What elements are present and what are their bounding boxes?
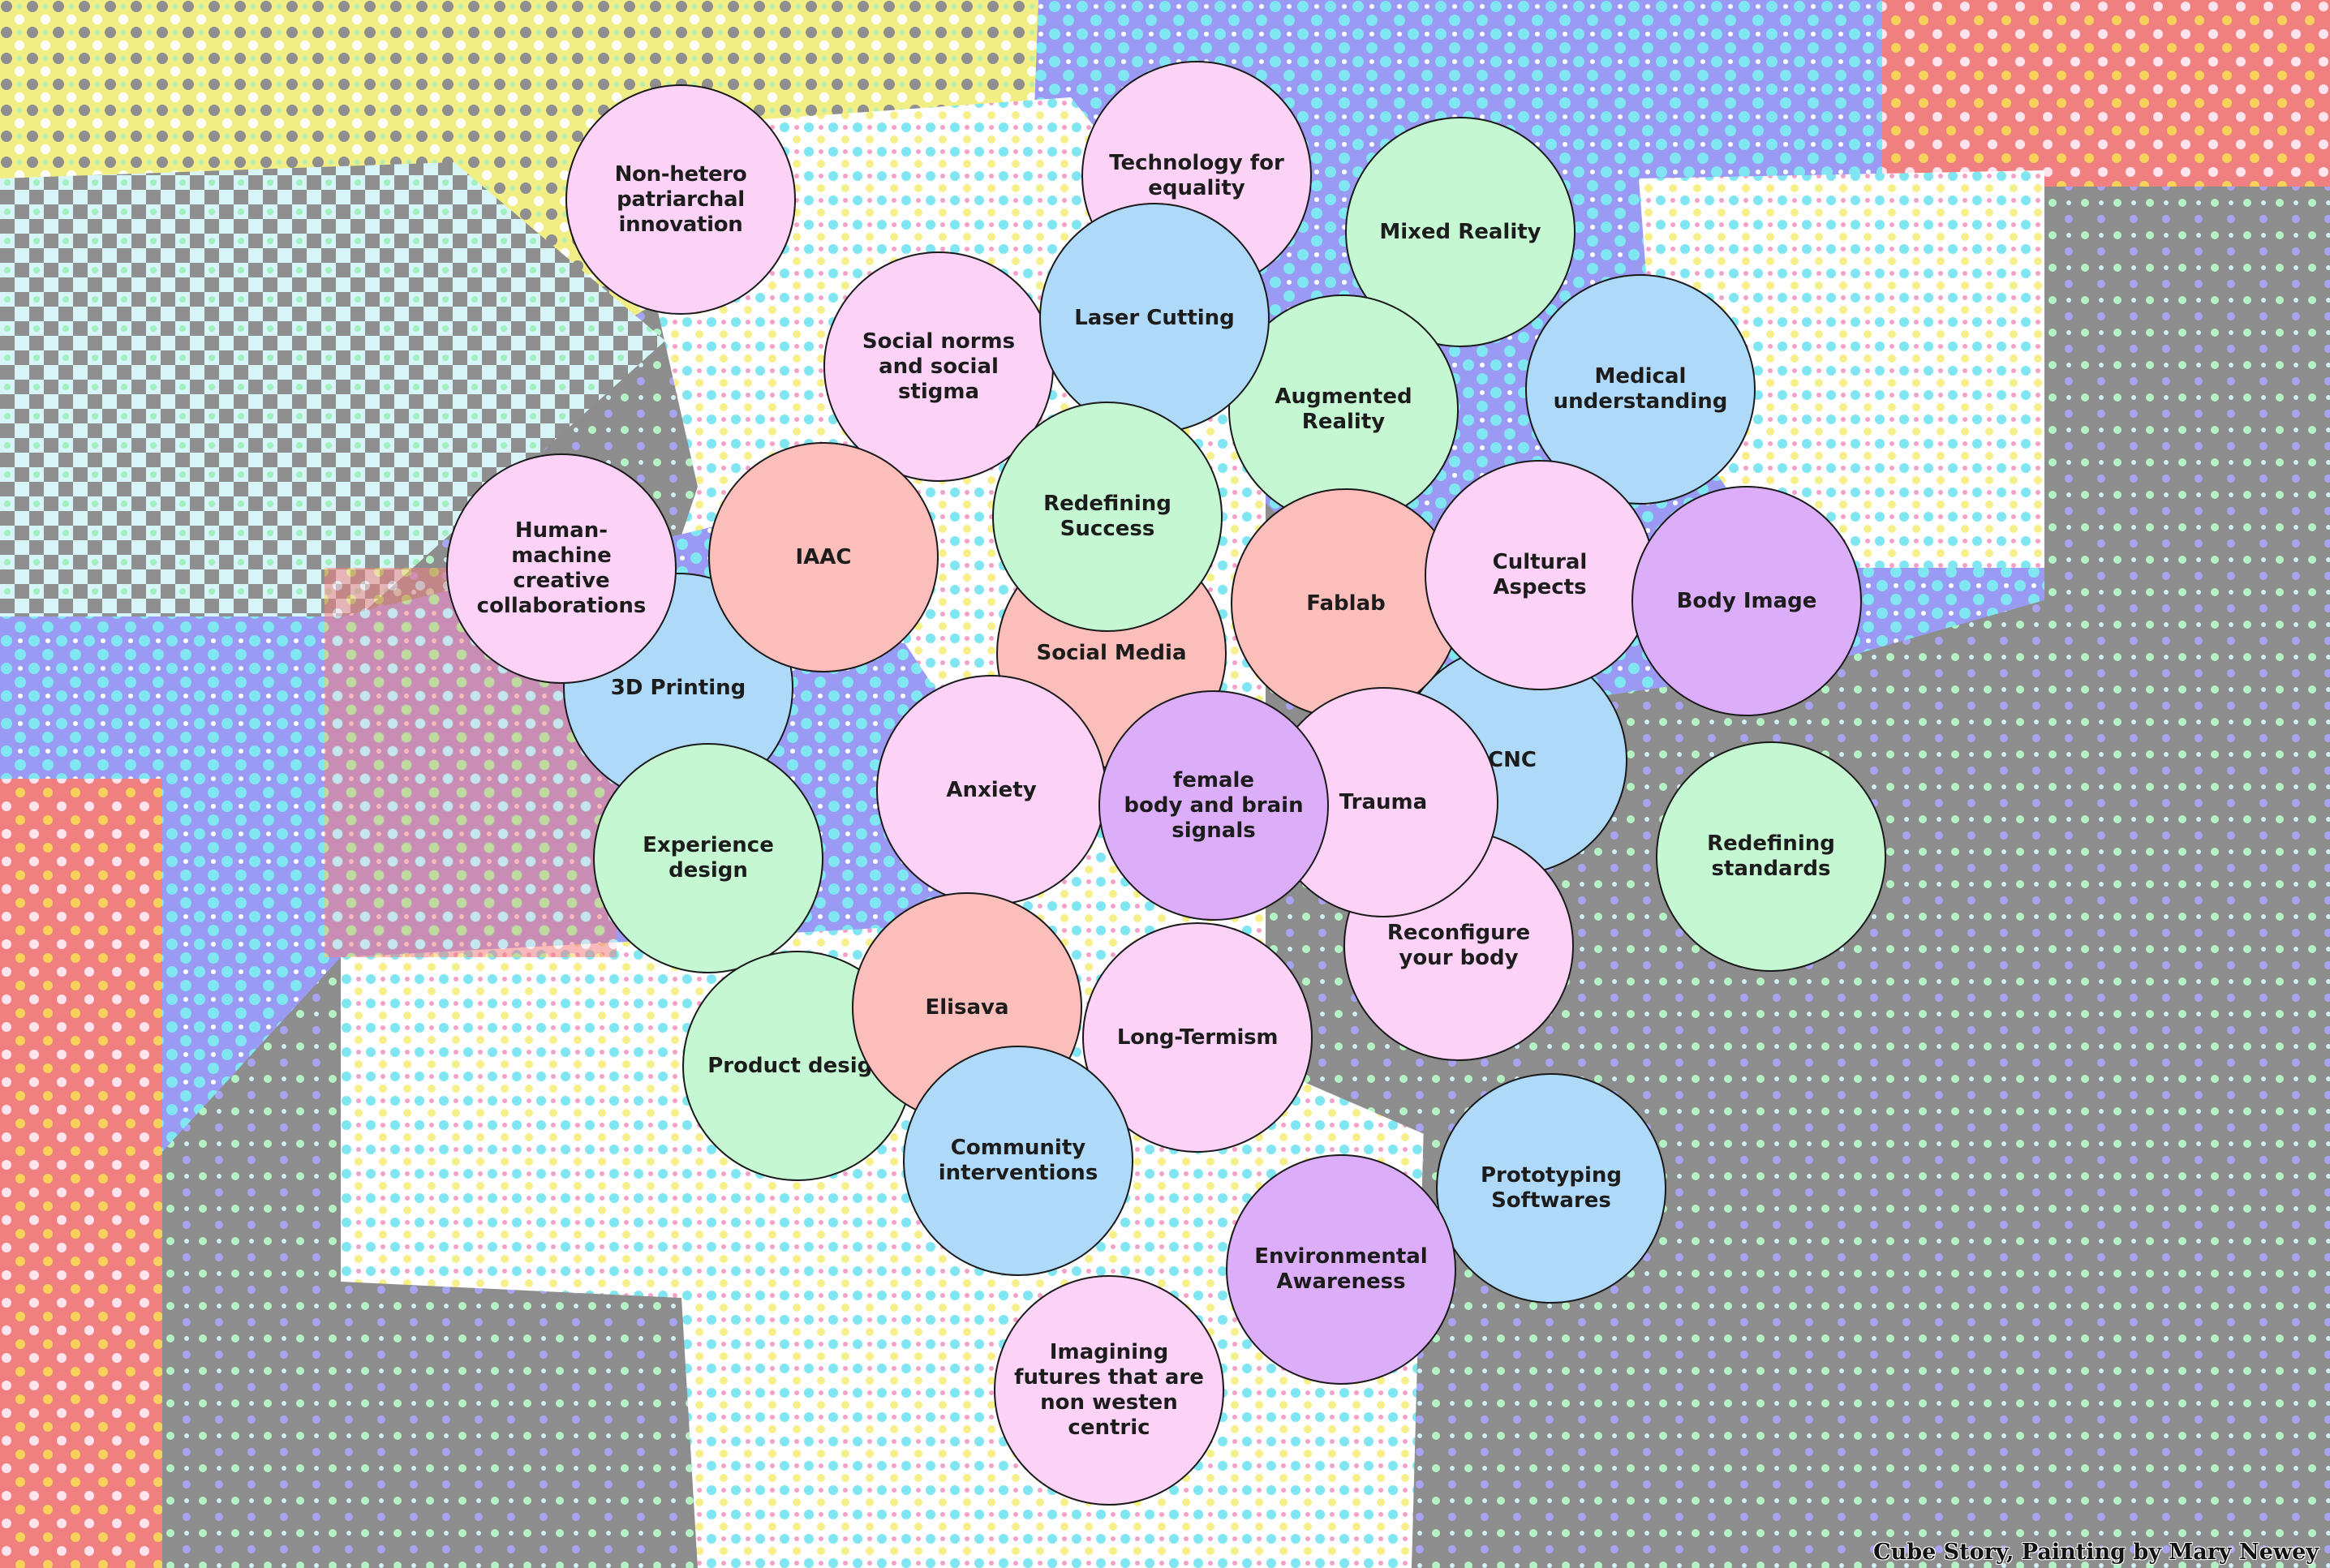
node-medical-understanding: Medical understanding [1525,274,1756,505]
node-cultural-aspects: Cultural Aspects [1425,460,1655,690]
node-body-image: Body Image [1631,486,1862,716]
node-non-hetero-patriarchal-innovation: Non-hetero patriarchal innovation [565,84,796,315]
painting-credit: Cube Story, Painting by Mary Newey [1873,1540,2319,1565]
node-redefining-standards: Redefining standards [1656,741,1886,972]
node-laser-cutting: Laser Cutting [1039,203,1270,433]
node-community-interventions: Community interventions [903,1046,1133,1276]
node-female-body-brain-signals: female body and brain signals [1098,690,1329,921]
node-imagining-futures: Imagining futures that are non westen ce… [994,1275,1224,1506]
node-iaac: IAAC [708,442,939,672]
node-fablab: Fablab [1231,488,1461,719]
node-human-machine-collaborations: Human- machine creative collaborations [446,453,677,684]
node-anxiety: Anxiety [876,675,1107,905]
node-prototyping-softwares: Prototyping Softwares [1436,1073,1666,1304]
node-redefining-success: Redefining Success [992,402,1223,632]
node-environmental-awareness: Environmental Awareness [1226,1154,1456,1385]
node-experience-design: Experience design [593,743,823,973]
